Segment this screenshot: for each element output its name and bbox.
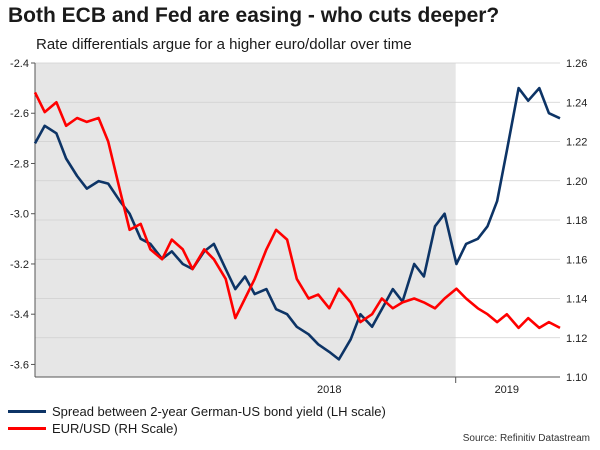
legend-label-spread: Spread between 2-year German-US bond yie… xyxy=(52,404,386,419)
left-tick-label: -3.4 xyxy=(10,309,29,321)
legend-item-spread: Spread between 2-year German-US bond yie… xyxy=(8,404,386,419)
x-tick-label: 2018 xyxy=(317,384,341,396)
chart-subtitle: Rate differentials argue for a higher eu… xyxy=(36,36,412,53)
right-tick-label: 1.12 xyxy=(566,333,587,345)
right-tick-label: 1.16 xyxy=(566,254,587,266)
right-tick-label: 1.18 xyxy=(566,215,587,227)
series-line-eurusd xyxy=(33,91,561,330)
right-tick-label: 1.24 xyxy=(566,97,587,109)
right-tick-label: 1.14 xyxy=(566,294,587,306)
left-tick-label: -2.6 xyxy=(10,108,29,120)
left-tick-label: -3.0 xyxy=(10,209,29,221)
left-tick-label: -2.8 xyxy=(10,158,29,170)
right-tick-label: 1.10 xyxy=(566,372,587,384)
legend-item-eurusd: EUR/USD (RH Scale) xyxy=(8,421,178,436)
legend-label-eurusd: EUR/USD (RH Scale) xyxy=(52,421,178,436)
source-note: Source: Refinitiv Datastream xyxy=(462,433,590,444)
right-tick-label: 1.22 xyxy=(566,137,587,149)
chart-title: Both ECB and Fed are easing - who cuts d… xyxy=(8,4,500,27)
right-tick-label: 1.20 xyxy=(566,176,587,188)
right-tick-label: 1.26 xyxy=(566,58,587,70)
left-tick-label: -3.6 xyxy=(10,359,29,371)
left-tick-label: -2.4 xyxy=(10,58,29,70)
x-tick-label: 2019 xyxy=(495,384,519,396)
legend-swatch-spread xyxy=(8,410,46,413)
left-tick-label: -3.2 xyxy=(10,259,29,271)
legend-swatch-eurusd xyxy=(8,427,46,430)
line-chart: -2.4 -2.6 -2.8 -3.0 -3.2 -3.4 -3.6 1.26 1.24 1.22… xyxy=(10,58,587,396)
